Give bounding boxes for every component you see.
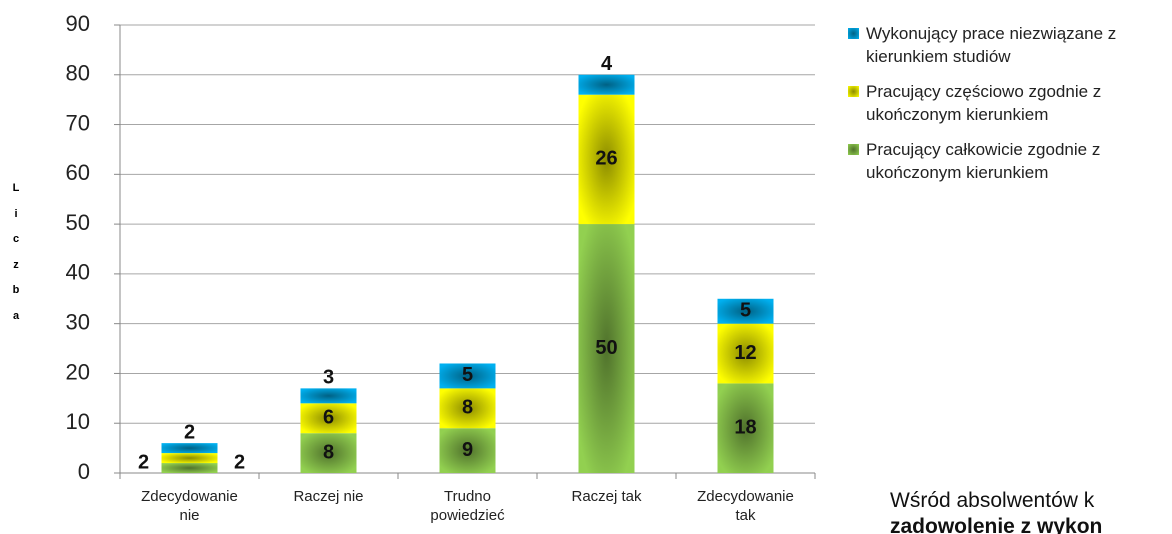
bar-segment <box>439 363 496 389</box>
bar-segment <box>300 403 357 434</box>
data-label: 18 <box>734 416 756 438</box>
bar-segment <box>161 463 218 473</box>
legend-swatch <box>848 86 859 97</box>
data-label: 2 <box>184 421 195 443</box>
y-axis-label: Liczba <box>12 182 20 322</box>
y-tick-label: 80 <box>66 61 90 86</box>
legend-swatch <box>848 28 859 39</box>
bar-segment <box>717 298 774 324</box>
legend-swatch <box>848 144 859 155</box>
data-label: 3 <box>323 367 334 389</box>
data-label: 4 <box>601 53 613 75</box>
legend-label: Pracujący częściowo zgodnie z ukończonym… <box>866 82 1102 124</box>
y-tick-label: 60 <box>66 160 90 185</box>
data-label: 26 <box>595 148 617 170</box>
data-label: 2 <box>138 451 149 473</box>
legend-item: Pracujący częściowo zgodnie z ukończonym… <box>848 80 1128 126</box>
bar-segment <box>300 433 357 473</box>
bar-segment <box>717 323 774 384</box>
y-tick-label: 40 <box>66 260 90 285</box>
bar-segment <box>161 443 218 454</box>
bar-segment <box>439 388 496 429</box>
x-tick-label: Zdecydowanie nie <box>141 488 238 524</box>
data-label: 5 <box>462 364 473 386</box>
data-label: 8 <box>462 397 473 419</box>
data-label: 5 <box>740 300 751 322</box>
y-tick-label: 10 <box>66 409 90 434</box>
bar-segment <box>161 453 218 464</box>
y-tick-label: 30 <box>66 309 90 334</box>
data-label: 2 <box>234 451 245 473</box>
y-tick-label: 70 <box>66 110 90 135</box>
data-label: 9 <box>462 439 473 461</box>
y-tick-label: 20 <box>66 359 90 384</box>
legend-label: Wykonujący prace niezwiązane z kierunkie… <box>866 24 1117 66</box>
y-tick-label: 50 <box>66 210 90 235</box>
legend-item: Wykonujący prace niezwiązane z kierunkie… <box>848 22 1128 68</box>
x-tick-label: Raczej nie <box>293 488 364 505</box>
data-label: 12 <box>734 342 756 364</box>
bar-segment <box>578 224 635 473</box>
x-tick-label: Raczej tak <box>571 488 642 505</box>
bar-segment <box>300 388 357 404</box>
bar-segment <box>439 428 496 473</box>
annotation: Wśród absolwentów k zadowolenie z wykon <box>890 488 1102 534</box>
annotation-line: Wśród absolwentów k <box>890 489 1095 512</box>
y-tick-label: 90 <box>66 11 90 36</box>
data-label: 8 <box>323 441 334 463</box>
data-label: 6 <box>323 407 334 429</box>
x-tick-label: Zdecydowanie tak <box>697 488 794 524</box>
legend-item: Pracujący całkowicie zgodnie z ukończony… <box>848 138 1128 184</box>
data-label: 50 <box>595 337 617 359</box>
legend-label: Pracujący całkowicie zgodnie z ukończony… <box>866 140 1101 182</box>
x-tick-label: Trudno powiedzieć <box>430 488 505 524</box>
bar-segment <box>578 74 635 95</box>
annotation-line: zadowolenie z wykon <box>890 515 1103 534</box>
bar-segment <box>578 94 635 225</box>
y-tick-label: 0 <box>78 459 90 484</box>
bar-segment <box>717 383 774 473</box>
